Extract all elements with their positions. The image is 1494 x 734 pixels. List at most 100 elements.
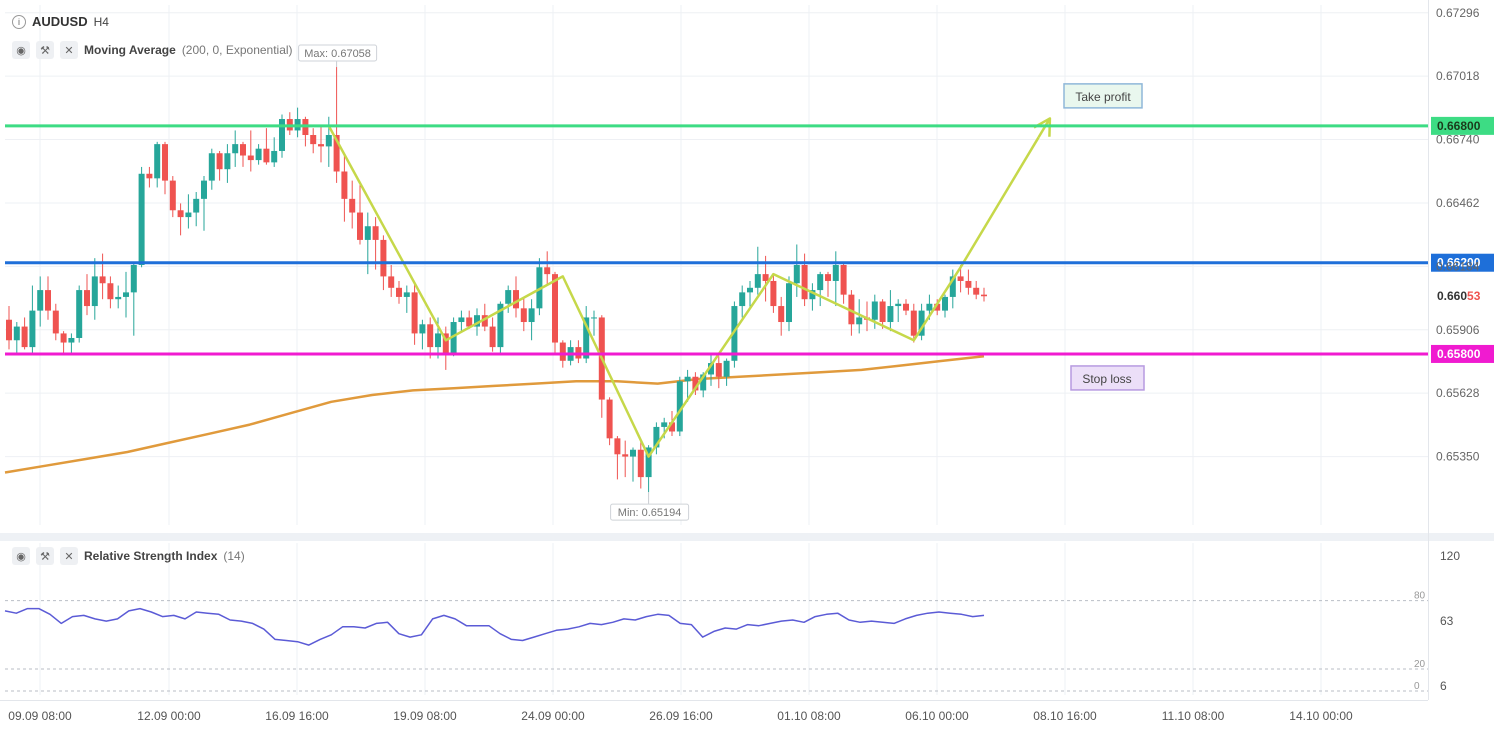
ma-indicator-header: ◉ ⚒ ✕ Moving Average (200, 0, Exponentia… [12,41,293,59]
candle-body [201,180,207,199]
candle-body [185,212,192,218]
candle-body [372,226,379,240]
rsi-line [4,607,985,646]
wrench-icon[interactable]: ⚒ [36,41,54,59]
candle-body [224,153,231,170]
candle-body [255,148,262,161]
take_profit-price-tag [1431,116,1494,135]
candle-body [318,144,324,147]
rsi-indicator-params: (14) [223,549,245,563]
rsi-panel: 80 20 0 [4,591,1428,692]
min-callout-label: Min: 0.65194 [618,507,682,519]
candle-body [614,438,621,455]
candle-body [68,337,75,343]
candle-body [138,173,145,265]
candle-body [817,274,824,291]
time-tick-label: 09.09 08:00 [8,709,72,723]
candle-body [871,301,878,320]
candle-body [793,265,800,284]
candle-body [559,342,566,361]
candle-body [832,265,839,281]
candle-body [895,303,902,307]
candle-body [583,317,590,359]
candle-body [107,283,114,300]
candle-body [497,303,504,348]
candle-body [76,290,83,338]
eye-icon[interactable]: ◉ [12,41,30,59]
candle-body [949,276,956,297]
arrow-shaft [1037,117,1051,138]
price-tick-label: 0.66184 [1436,259,1480,273]
resistance-price-label: 0.66200 [1437,256,1481,270]
time-tick-label: 12.09 00:00 [137,709,201,723]
wrench-icon[interactable]: ⚒ [36,547,54,565]
candle-body [918,310,925,336]
candle-body [435,333,441,348]
time-tick-label: 01.10 08:00 [777,709,841,723]
candle-body [442,333,449,354]
eye-icon[interactable]: ◉ [12,547,30,565]
time-tick-label: 14.10 00:00 [1289,709,1353,723]
close-icon[interactable]: ✕ [60,41,78,59]
candle-body [552,274,558,343]
price-tick-label: 0.65906 [1436,323,1480,337]
info-icon[interactable]: i [12,14,26,29]
candle-body [528,308,535,323]
take-profit-label: Take profit [1075,90,1131,104]
candle-body [333,135,340,172]
candle-body [809,290,816,300]
candle-body [786,283,792,323]
candle-body [474,315,480,327]
max-callout-label: Max: 0.67058 [304,48,371,60]
levels[interactable]: 0.66800 0.66200 0.65800 Take profit Stop los… [5,83,1494,391]
candle-body [723,360,730,377]
candle-body [162,144,168,181]
timeframe-label: H4 [93,14,109,29]
time-tick-label: 11.10 08:00 [1162,709,1225,723]
stop-loss-label: Stop loss [1082,372,1131,386]
price-tick-label: 0.67018 [1436,69,1480,83]
candle-body [981,294,987,297]
moving-average-line [4,354,985,474]
candle-body [123,292,129,297]
candle-body [903,303,909,311]
time-tick-label: 24.09 00:00 [521,709,585,723]
rsi-indicator-name: Relative Strength Index [84,549,218,563]
candle-body [364,226,371,240]
candle-body [513,290,519,309]
candle-body [715,363,722,377]
candle-body [926,303,933,311]
candle-body [130,265,137,293]
moving-average-layer [4,354,985,474]
candle-body [52,310,59,334]
candle-body [388,276,395,288]
candle-body [91,276,98,307]
max-callout-box [298,44,378,62]
candle-body [427,324,434,348]
candle-body [403,292,410,297]
rsi-tick-label: 6 [1440,679,1447,693]
candle-body [232,144,239,154]
candle-body [466,317,473,327]
candle-body [520,308,527,323]
candle-body [965,280,972,288]
candle-body [349,198,356,213]
ma-indicator-params: (200, 0, Exponential) [181,43,293,57]
candle-body [310,135,317,145]
take_profit-price-label: 0.66800 [1437,119,1481,133]
candle-body [279,119,285,151]
price-tick-label: 0.65350 [1436,450,1480,464]
close-icon[interactable]: ✕ [60,547,78,565]
candle-body [380,239,387,277]
candle-body [887,306,894,323]
price-tick-label: 0.65628 [1436,386,1480,400]
rsi-level-label: 20 [1414,659,1426,670]
candle-body [325,135,332,147]
candle-body [396,287,402,297]
candle-body [856,317,863,325]
candle-body [942,296,948,311]
candle-body [341,171,348,199]
